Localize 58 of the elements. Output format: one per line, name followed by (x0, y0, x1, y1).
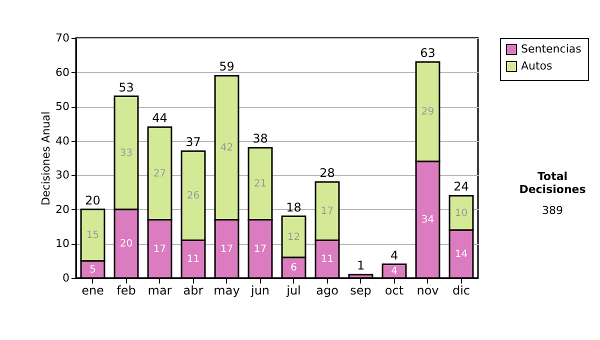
x-tick-label: may (214, 284, 240, 298)
x-tick-label: oct (384, 284, 404, 298)
x-tick-label: nov (416, 284, 439, 298)
total-label: 24 (454, 180, 469, 194)
y-tick-label: 20 (56, 202, 70, 216)
data-label: 17 (254, 244, 267, 255)
data-label: 11 (320, 254, 334, 266)
data-label: 29 (421, 106, 434, 118)
data-label: 17 (220, 244, 234, 255)
total-label: 53 (118, 80, 134, 94)
data-label: 17 (320, 206, 334, 218)
data-label: 17 (153, 244, 166, 255)
total-label: 37 (186, 135, 201, 150)
y-tick-label: 70 (56, 32, 70, 44)
y-tick-label: 50 (56, 100, 70, 114)
data-label: 5 (90, 264, 96, 276)
y-tick-label: 30 (56, 168, 70, 182)
x-tick-label: jul (286, 284, 301, 298)
total-label: 18 (286, 200, 302, 214)
y-axis-title: Decisiones Anual (40, 111, 53, 206)
total-label: 63 (420, 46, 436, 60)
data-label: 6 (290, 262, 297, 274)
total-label: 20 (85, 193, 100, 208)
legend-label: Autos (521, 60, 553, 72)
data-label: 4 (391, 266, 398, 278)
data-label: 11 (186, 254, 200, 266)
data-label: 42 (220, 142, 234, 154)
data-label: 20 (120, 238, 133, 250)
data-label: 12 (287, 232, 300, 243)
x-tick-label: ago (316, 284, 338, 298)
y-tick-label: 10 (56, 237, 70, 250)
data-label: 15 (86, 230, 100, 242)
x-tick-label: abr (183, 284, 204, 298)
total-label: 59 (219, 60, 234, 74)
data-label: 33 (120, 148, 133, 159)
total-label: 38 (252, 132, 268, 146)
legend-label: Sentencias (521, 42, 582, 56)
total-label: 44 (152, 111, 168, 126)
data-label: 34 (421, 214, 434, 226)
total-label: 1 (356, 258, 365, 273)
y-tick-label: 60 (56, 66, 70, 79)
text: 389 (541, 204, 564, 217)
x-tick-label: mar (148, 284, 172, 298)
data-label: 27 (153, 168, 166, 180)
data-label: 21 (254, 178, 267, 190)
total-label: 28 (320, 166, 335, 180)
x-tick-label: dic (452, 284, 470, 298)
x-tick-label: sep (350, 284, 372, 298)
total-label: 4 (390, 248, 398, 262)
data-label: 14 (454, 249, 468, 260)
y-tick-label: 0 (62, 272, 70, 284)
y-tick-label: 40 (56, 134, 70, 148)
data-label: 26 (186, 190, 200, 202)
x-tick-label: ene (82, 284, 104, 298)
x-tick-label: jun (250, 284, 270, 298)
x-tick-label: feb (116, 284, 136, 298)
text: Total Decisiones (518, 170, 587, 196)
data-label: 10 (454, 208, 468, 219)
